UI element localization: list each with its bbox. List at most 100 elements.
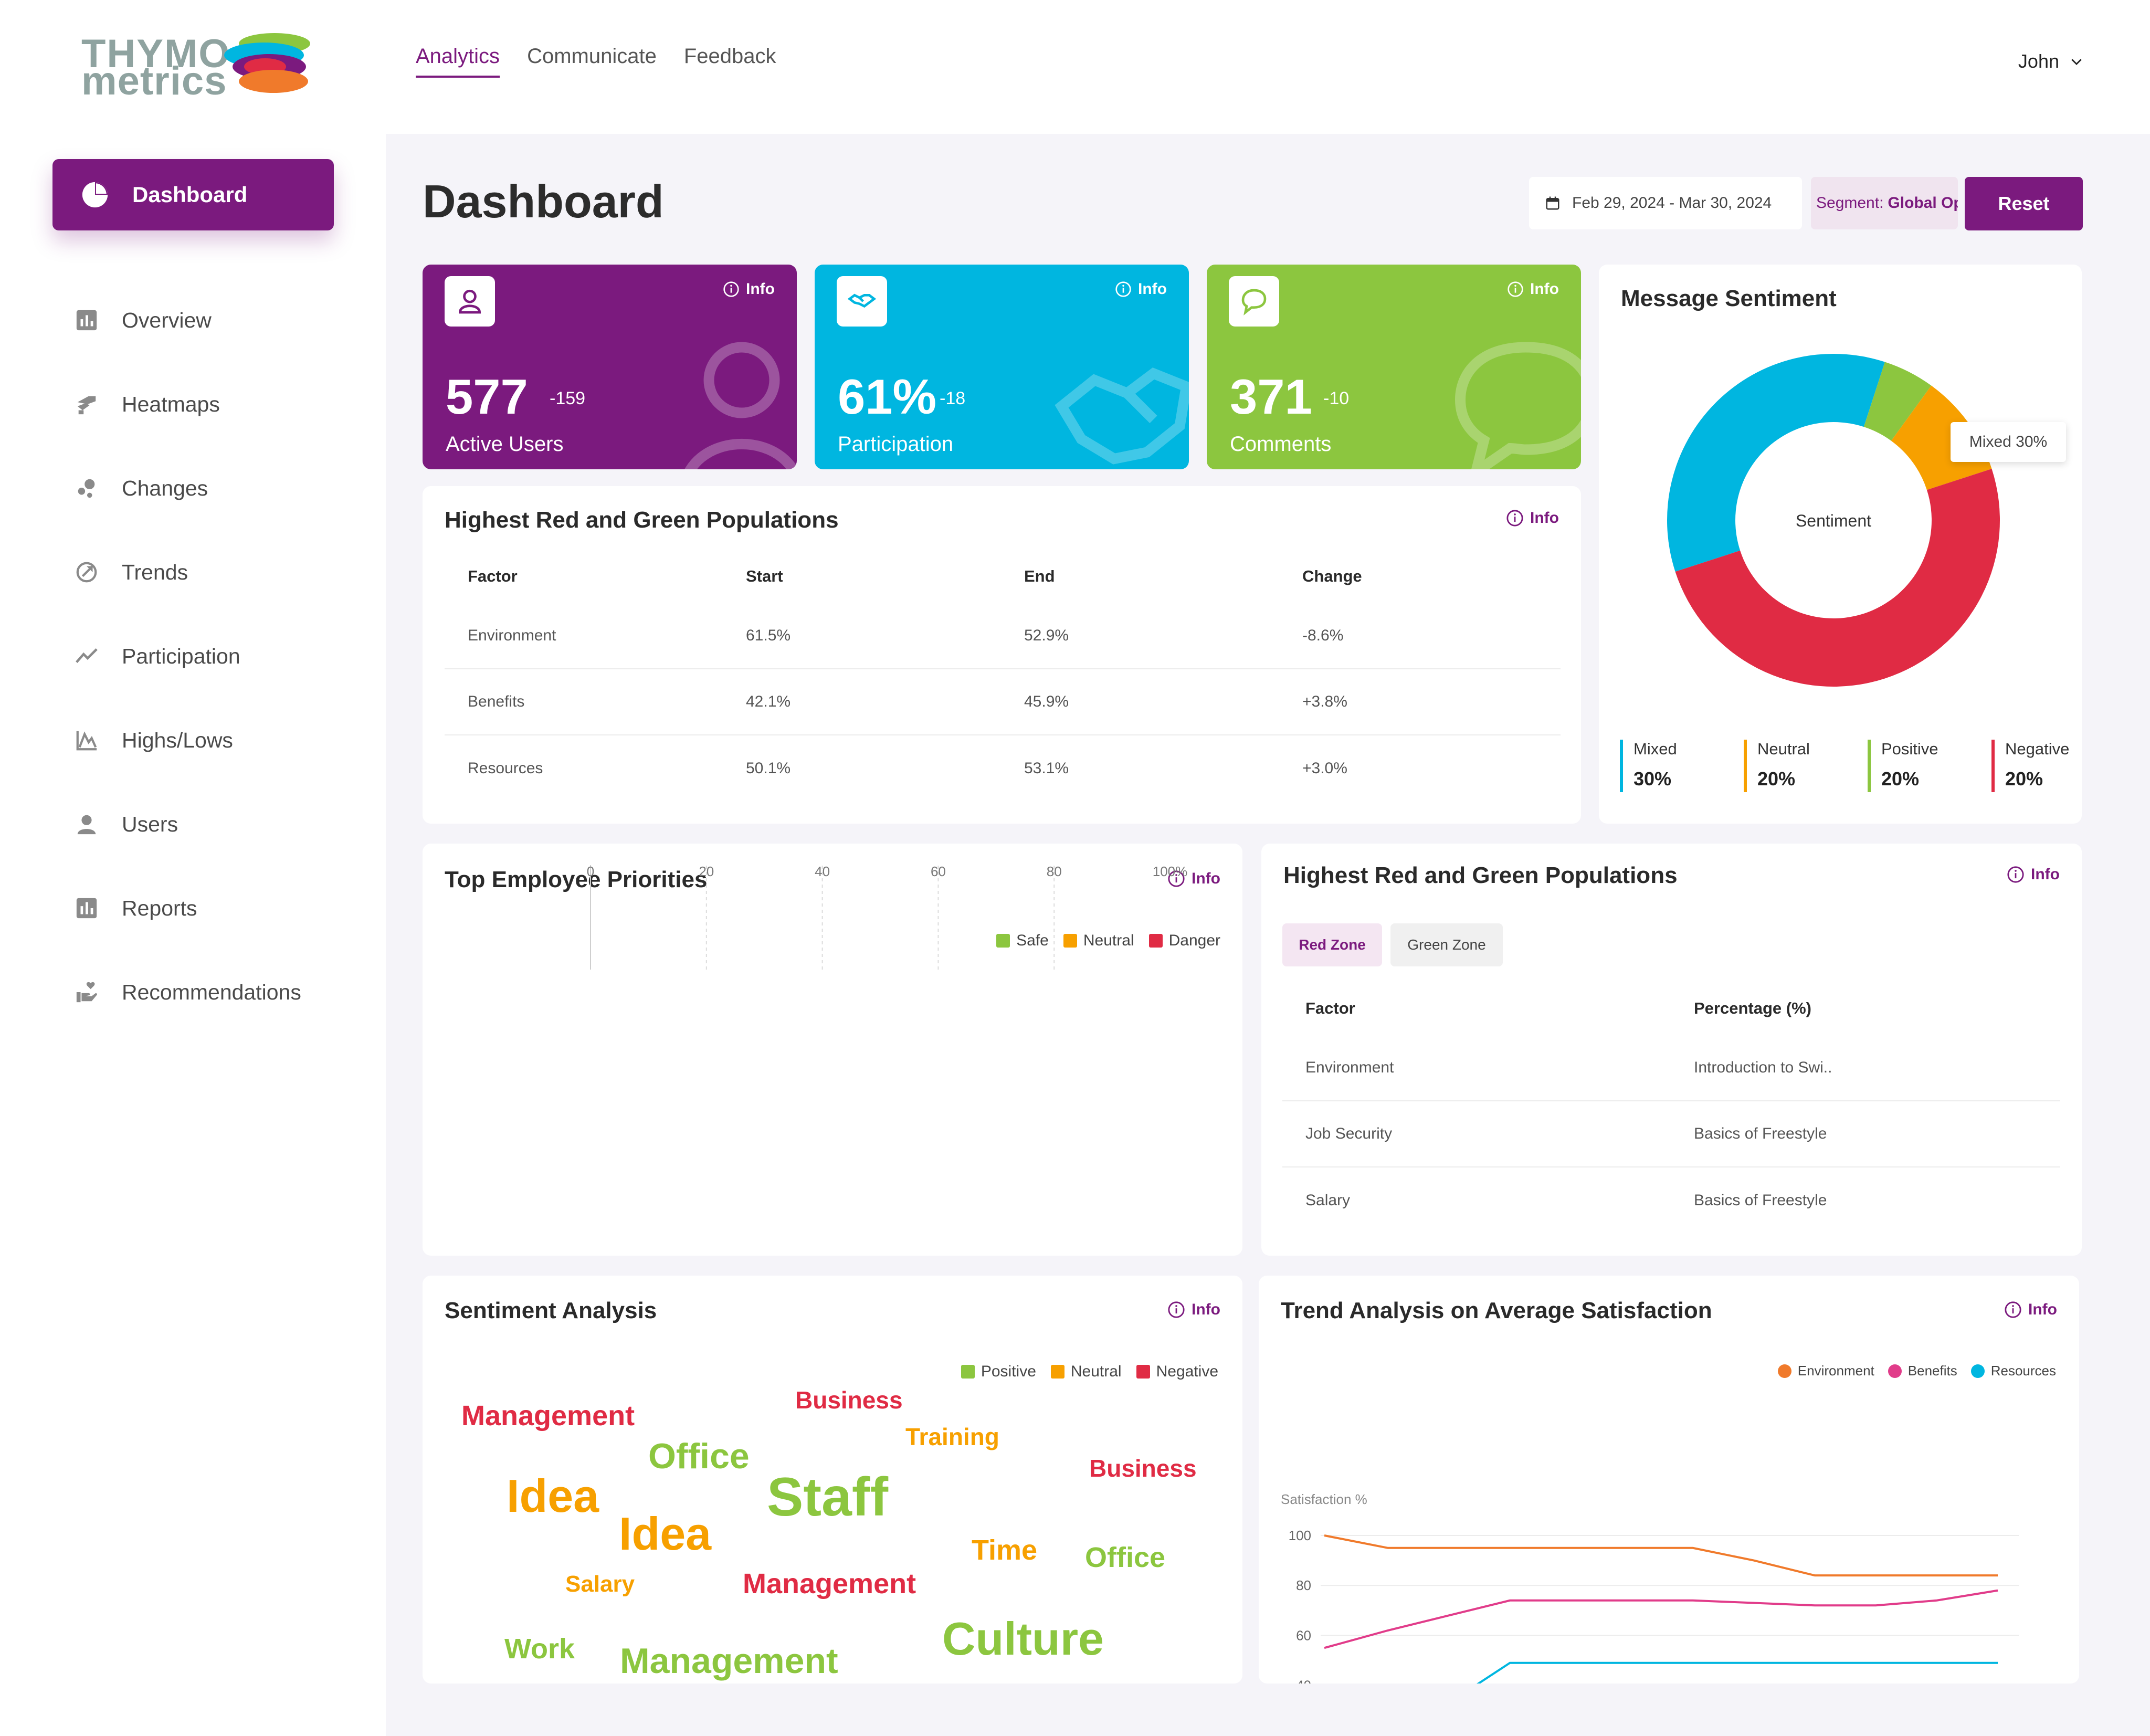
table-cell: 42.1% <box>723 668 1001 735</box>
y-axis-title: Satisfaction % <box>1281 1491 1367 1507</box>
kpi-card-comments: Info 371 -10 Comments <box>1207 265 1581 469</box>
zones-table: Factor Percentage (%) Environment Introd… <box>1282 982 2060 1233</box>
date-range-picker[interactable]: Feb 29, 2024 - Mar 30, 2024 <box>1529 177 1802 229</box>
heatmap-icon <box>77 396 96 415</box>
series-line-benefits[interactable] <box>1324 1589 1998 1649</box>
nav-feedback[interactable]: Feedback <box>683 45 776 68</box>
table-row: Environment Introduction to Swi.. <box>1282 1035 2060 1101</box>
info-icon <box>1168 1301 1185 1318</box>
kpi-info-label: Info <box>1138 280 1167 298</box>
info-button[interactable]: Info <box>1506 509 1559 527</box>
user-icon <box>77 815 96 835</box>
y-tick-label: 60 <box>1296 1627 1311 1643</box>
sidebar-item-overview[interactable]: Overview <box>73 278 301 362</box>
info-button[interactable]: Info <box>1167 870 1220 888</box>
word-cloud-word: Office <box>1085 1542 1166 1573</box>
legend-item-mixed: Mixed 30% <box>1620 740 1744 792</box>
legend-item-benefits: Benefits <box>1888 1363 1957 1379</box>
user-menu[interactable]: John <box>2018 50 2084 72</box>
user-icon <box>458 289 481 314</box>
word-cloud-word: Salary <box>565 1571 635 1597</box>
donut-slice-neutral[interactable] <box>1891 385 1992 490</box>
tab-green-zone[interactable]: Green Zone <box>1390 923 1503 966</box>
series-line-resources[interactable] <box>1324 1661 1998 1684</box>
kpi-icon-box <box>837 276 887 327</box>
table-header-row: Factor Percentage (%) <box>1282 982 2060 1035</box>
info-icon <box>1168 870 1185 887</box>
kpi-info-button[interactable]: Info <box>723 280 775 298</box>
legend-name: Negative <box>2005 740 2070 758</box>
y-tick-label: 80 <box>1296 1577 1311 1593</box>
reset-button[interactable]: Reset <box>1965 177 2083 230</box>
word-cloud-word: Office <box>648 1436 750 1476</box>
donut-slice-negative[interactable] <box>1675 469 2000 687</box>
segment-label: Segment: <box>1816 194 1884 212</box>
chart-legend: Positive Neutral Negative <box>961 1363 1218 1381</box>
sidebar: Dashboard Overview Heatmaps Changes Tren… <box>0 134 386 1736</box>
kpi-info-label: Info <box>746 280 775 298</box>
table-cell: -8.6% <box>1302 626 1344 644</box>
kpi-delta: -10 <box>1323 388 1350 408</box>
table-cell: Basics of Freestyle <box>1671 1166 2060 1233</box>
sidebar-item-reports[interactable]: Reports <box>73 866 301 950</box>
info-button[interactable]: Info <box>2004 1301 2057 1319</box>
legend-name: Mixed <box>1633 740 1677 758</box>
sidebar-item-dashboard[interactable]: Dashboard <box>52 159 334 230</box>
legend-item-negative: Negative <box>1136 1363 1218 1381</box>
table-cell: Job Security <box>1282 1100 1671 1167</box>
sidebar-item-recommendations[interactable]: Recommendations <box>73 950 301 1034</box>
bar-chart-icon <box>76 310 97 331</box>
legend-name: Positive <box>1881 740 1938 758</box>
word-cloud-word: Training <box>905 1423 999 1450</box>
kpi-info-button[interactable]: Info <box>1115 280 1167 298</box>
donut-slice-mixed[interactable] <box>1667 354 1885 572</box>
message-sentiment-card: Message Sentiment Sentiment Mixed 30% Mi… <box>1599 265 2082 824</box>
sidebar-item-highs-lows[interactable]: Highs/Lows <box>73 698 301 782</box>
info-button[interactable]: Info <box>1167 1301 1220 1319</box>
column-header: Start <box>746 567 783 585</box>
tab-red-zone[interactable]: Red Zone <box>1282 923 1382 966</box>
sidebar-item-label: Heatmaps <box>122 392 220 416</box>
card-title: Sentiment Analysis <box>445 1298 657 1323</box>
sidebar-item-participation[interactable]: Participation <box>73 614 301 698</box>
sidebar-item-changes[interactable]: Changes <box>73 446 301 530</box>
info-button[interactable]: Info <box>2007 866 2060 883</box>
nav-communicate[interactable]: Communicate <box>527 45 657 68</box>
top-nav: Analytics Communicate Feedback <box>416 45 776 78</box>
page-title: Dashboard <box>423 175 664 227</box>
chart-tooltip: Mixed 30% <box>1951 422 2066 462</box>
info-label: Info <box>2031 866 2060 883</box>
word-cloud-word: Work <box>504 1633 575 1665</box>
segment-selector[interactable]: Segment: Global Operations <box>1811 177 1958 229</box>
sentiment-legend: Mixed 30% Neutral 20% Positive 20% Negat… <box>1620 740 2115 792</box>
populations-table-card: Highest Red and Green Populations Info F… <box>423 486 1581 824</box>
sidebar-item-heatmaps[interactable]: Heatmaps <box>73 362 301 446</box>
table-cell: Basics of Freestyle <box>1671 1100 2060 1167</box>
legend-item-neutral: Neutral 20% <box>1744 740 1868 792</box>
word-cloud-word: Culture <box>942 1613 1104 1665</box>
card-title: Top Employee Priorities <box>445 867 708 892</box>
x-tick-label: 20 <box>699 864 714 879</box>
legend-item-neutral: Neutral <box>1063 932 1134 950</box>
legend-label: Positive <box>981 1363 1036 1380</box>
kpi-delta: -18 <box>940 388 966 408</box>
area-chart-icon <box>76 731 97 751</box>
legend-item-safe: Safe <box>996 932 1049 950</box>
sidebar-item-trends[interactable]: Trends <box>73 530 301 614</box>
logo[interactable]: THYMO metrics <box>81 29 312 108</box>
legend-item-environment: Environment <box>1777 1363 1874 1379</box>
changes-icon <box>78 479 95 498</box>
sidebar-item-users[interactable]: Users <box>73 782 301 866</box>
date-range-text: Feb 29, 2024 - Mar 30, 2024 <box>1572 194 1772 212</box>
kpi-info-button[interactable]: Info <box>1507 280 1559 298</box>
legend-item-positive: Positive 20% <box>1868 740 1991 792</box>
legend-value: 30% <box>1633 768 1672 790</box>
donut-slice-positive[interactable] <box>1863 362 1932 441</box>
sidebar-item-label: Recommendations <box>122 980 301 1004</box>
logo-text-bottom: metrics <box>81 59 227 103</box>
legend-label: Environment <box>1797 1363 1874 1379</box>
nav-analytics[interactable]: Analytics <box>416 45 500 78</box>
series-line-environment[interactable] <box>1324 1534 1998 1577</box>
handshake-watermark-icon <box>1055 367 1189 465</box>
legend-label: Negative <box>1156 1363 1218 1380</box>
